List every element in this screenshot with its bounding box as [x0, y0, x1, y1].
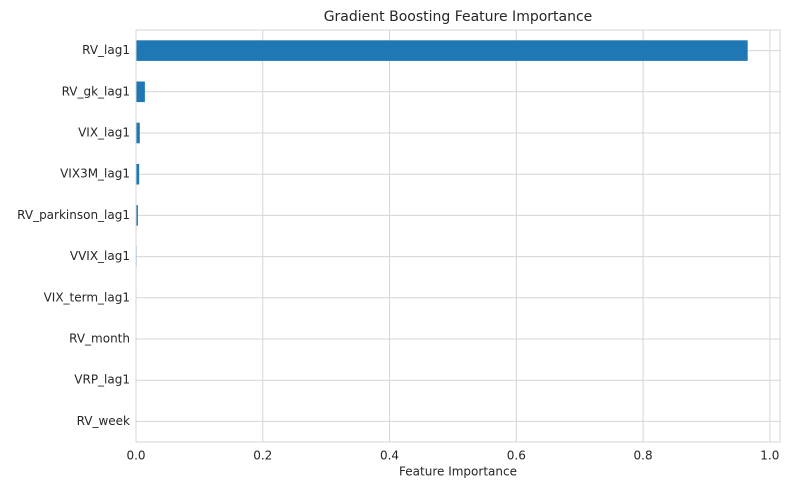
y-tick-label: RV_lag1	[82, 43, 130, 57]
y-tick-label: VRP_lag1	[74, 373, 130, 387]
x-tick-label: 1.0	[760, 449, 779, 463]
x-tick-label: 0.2	[253, 449, 272, 463]
y-tick-label: RV_gk_lag1	[62, 84, 130, 98]
chart-title: Gradient Boosting Feature Importance	[324, 9, 593, 25]
bar	[136, 122, 140, 144]
bar	[136, 163, 140, 185]
bar	[136, 81, 145, 103]
y-tick-label: RV_week	[77, 414, 130, 428]
x-tick-label: 0.8	[634, 449, 653, 463]
y-tick-label: VIX_term_lag1	[44, 290, 130, 304]
x-tick-label: 0.4	[380, 449, 399, 463]
x-tick-label: 0.6	[507, 449, 526, 463]
y-tick-label: RV_parkinson_lag1	[17, 208, 130, 222]
y-tick-label: RV_month	[69, 332, 130, 346]
y-tick-label: VIX_lag1	[78, 126, 130, 140]
x-tick-label: 0.0	[126, 449, 145, 463]
y-tick-label: VIX3M_lag1	[60, 167, 130, 181]
plot-frame	[135, 29, 781, 443]
bar	[136, 205, 138, 226]
bar	[136, 40, 748, 61]
y-tick-label: VVIX_lag1	[70, 249, 130, 263]
x-axis-label: Feature Importance	[399, 465, 517, 479]
